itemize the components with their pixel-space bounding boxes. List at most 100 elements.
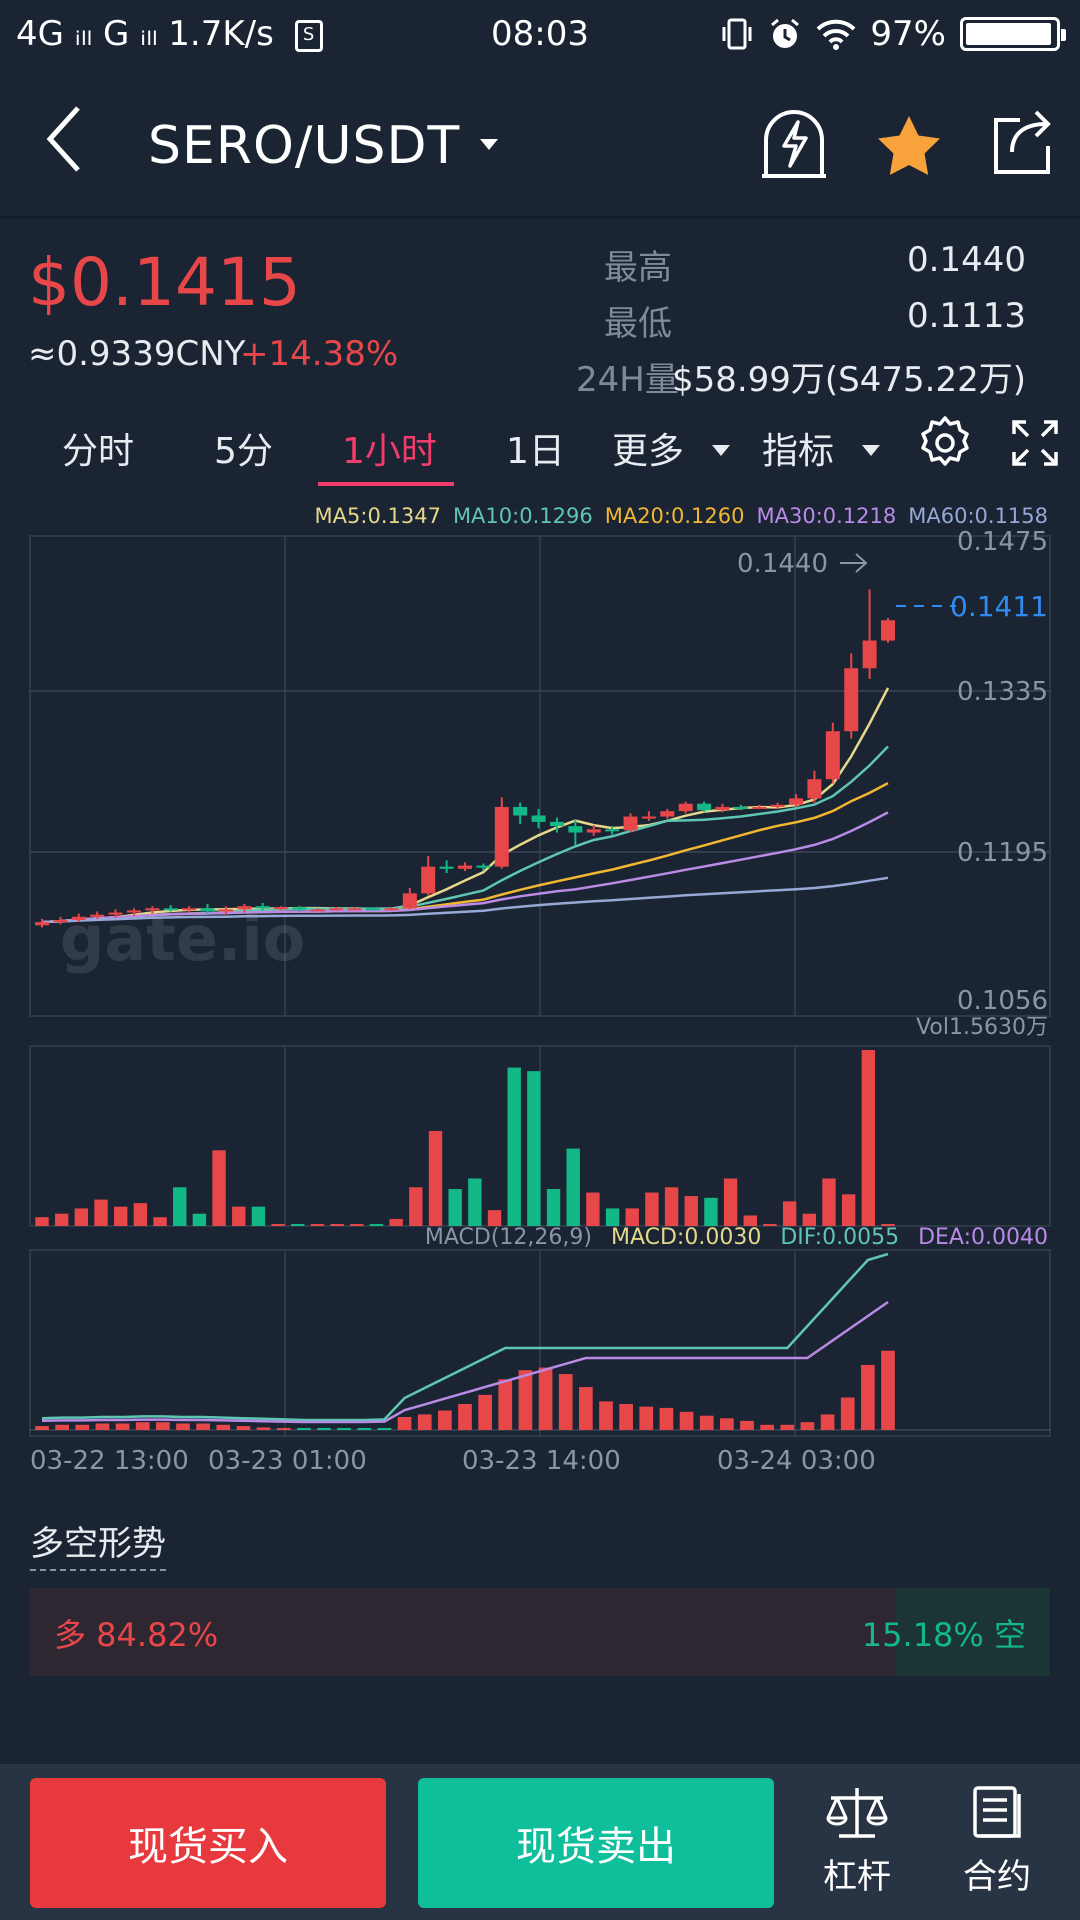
macd-bar (397, 1417, 412, 1430)
macd-bar (377, 1428, 392, 1430)
candle-body (35, 922, 49, 926)
volume-bars (35, 1050, 895, 1226)
x-label-1: 03-22 13:00 (30, 1446, 189, 1476)
macd-bar (760, 1424, 774, 1430)
volume-bar (546, 1189, 561, 1226)
long-ratio: 多 84.82% (54, 1616, 219, 1654)
tab-5min[interactable]: 5分 (214, 431, 273, 472)
volume-bar (251, 1206, 266, 1226)
leverage-label: 杠杆 (823, 1857, 891, 1897)
x-label-3: 03-23 14:00 (462, 1446, 621, 1476)
tab-more-label: 更多 (612, 431, 685, 472)
y-tick-4: 0.1056 (957, 986, 1048, 1016)
macd-bar (196, 1423, 210, 1430)
volume-bar (173, 1187, 187, 1226)
candle-body (439, 866, 454, 869)
candle-body (366, 908, 381, 911)
candle-body (255, 906, 270, 909)
back-icon[interactable] (44, 104, 84, 174)
macd-bar (337, 1428, 351, 1430)
spot-buy-button[interactable]: 现货买入 (30, 1778, 386, 1908)
tab-timeline[interactable]: 分时 (62, 431, 135, 472)
macd-bar (458, 1404, 472, 1430)
candle-body (752, 806, 767, 809)
volume-bar (566, 1148, 580, 1226)
macd-bar (599, 1401, 613, 1430)
last-price: $0.1415 (28, 244, 301, 321)
status-bar: 4G ᵢₗₗ G ᵢₗₗ 1.7K/s S 08:03 97% (0, 0, 1080, 72)
candle-body (678, 803, 693, 812)
volume-panel-label: Vol1.5630万 (916, 1015, 1048, 1040)
candle-body (733, 806, 748, 809)
fullscreen-icon[interactable] (1010, 418, 1060, 468)
volume-bar (841, 1194, 856, 1226)
candle-body (458, 865, 472, 869)
x-label-4: 03-24 03:00 (717, 1446, 876, 1476)
macd-bar (619, 1404, 633, 1430)
volume-bar (487, 1210, 502, 1226)
volume-bar (861, 1050, 876, 1226)
candle-body (126, 910, 141, 913)
dif-value: DIF:0.0055 (780, 1225, 899, 1250)
leverage-button[interactable]: 杠杆 (802, 1784, 912, 1898)
short-ratio: 15.18% 空 (861, 1616, 1026, 1654)
tab-indicator[interactable]: 指标 (762, 422, 881, 474)
price-alert-icon[interactable] (758, 104, 830, 182)
chevron-down-icon (862, 444, 881, 456)
sentiment-title[interactable]: 多空形势 (30, 1516, 166, 1571)
candle-body (329, 908, 344, 911)
sentiment-bar: 多 84.82% 15.18% 空 (30, 1588, 1050, 1676)
price-cny: ≈0.9339CNY (28, 334, 246, 374)
macd-bar (558, 1374, 573, 1430)
dea-value: DEA:0.0040 (918, 1225, 1048, 1250)
macd-bar (861, 1365, 875, 1430)
y-tick-3: 0.1195 (957, 838, 1048, 868)
y-tick-1: 0.1475 (957, 527, 1048, 557)
macd-bar (478, 1394, 492, 1430)
macd-bar (55, 1424, 69, 1430)
volume-bar (310, 1224, 325, 1226)
macd-bar (438, 1410, 452, 1430)
candle-body (605, 829, 620, 832)
ma30-value: MA30:0.1218 (756, 504, 897, 528)
volume-bar (468, 1178, 482, 1226)
candle-body (807, 779, 822, 799)
macd-bar (538, 1367, 553, 1430)
kline-chart[interactable]: gate.io 0.1475 0.1335 0.1195 0.1056 0.14… (0, 520, 1080, 1480)
macd-bar (720, 1418, 734, 1430)
star-icon[interactable] (876, 114, 942, 176)
candle-body (347, 908, 362, 911)
macd-bar (840, 1397, 855, 1430)
volume-bar (192, 1213, 207, 1226)
contract-button[interactable]: 合约 (942, 1784, 1052, 1898)
short-ratio-fill (895, 1588, 1050, 1676)
volume-bar (664, 1187, 679, 1226)
volume-bar (271, 1224, 285, 1226)
volume-bar (330, 1224, 344, 1226)
tab-more[interactable]: 更多 (612, 422, 731, 474)
volume-bar (409, 1187, 423, 1226)
volume-bar (74, 1208, 89, 1226)
dif-line (41, 1252, 889, 1422)
candle-body (90, 914, 105, 917)
active-tab-indicator (318, 482, 454, 486)
volume-bar (782, 1201, 797, 1226)
share-icon[interactable] (990, 106, 1056, 176)
volume-bar (507, 1067, 521, 1226)
macd-bar (216, 1424, 231, 1430)
macd-bar (780, 1424, 795, 1430)
macd-bar (176, 1423, 190, 1430)
volume-bar (389, 1218, 403, 1226)
macd-bar (276, 1428, 291, 1430)
ma60-value: MA60:0.1158 (908, 504, 1048, 528)
gear-icon[interactable] (916, 414, 974, 472)
spot-sell-button[interactable]: 现货卖出 (418, 1778, 774, 1908)
ma10-value: MA10:0.1296 (452, 504, 593, 528)
tab-1day[interactable]: 1日 (506, 431, 565, 472)
tab-1hour[interactable]: 1小时 (342, 431, 437, 472)
vibrate-icon (722, 18, 752, 50)
volume-bar (369, 1224, 384, 1226)
alarm-icon (771, 18, 800, 48)
macd-bar (156, 1422, 170, 1430)
pair-selector[interactable]: SERO/USDT (148, 116, 499, 176)
